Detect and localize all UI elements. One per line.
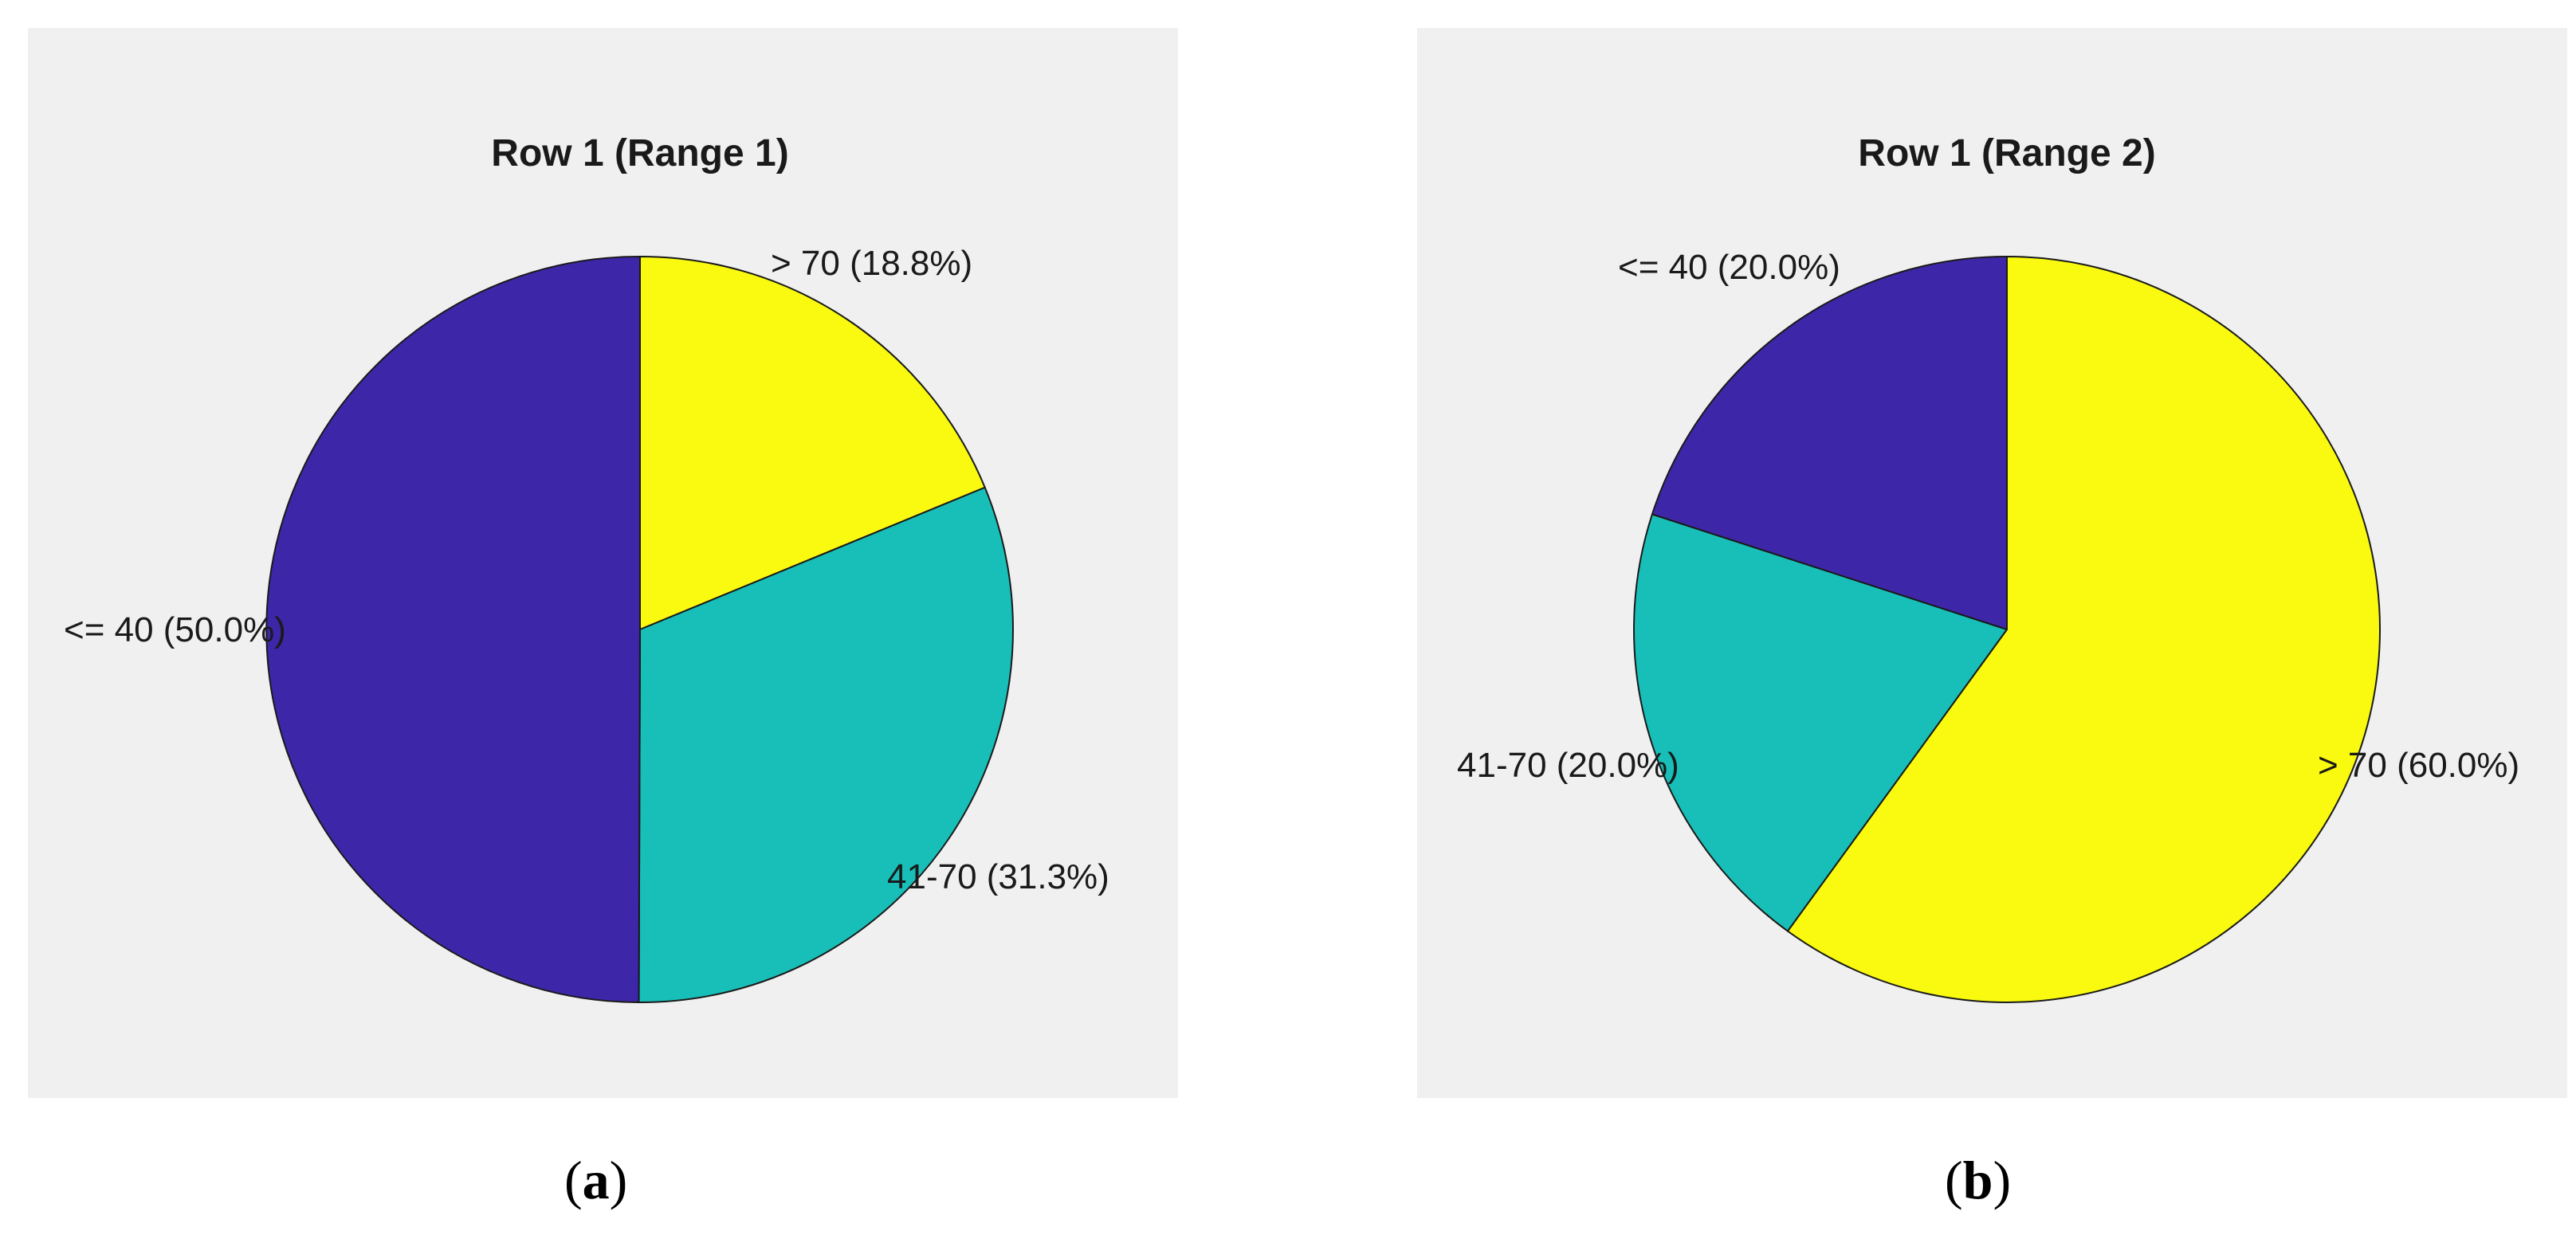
pie-slice-le-40-a (265, 256, 641, 1003)
slice-label-41-70-b: 41-70 (20.0%) (1457, 746, 1679, 785)
pie-slice-41-70-a (638, 486, 1014, 1004)
slice-label-le-40-a: <= 40 (50.0%) (64, 610, 286, 649)
pie-chart-b: Row 1 (Range 2) <= 40 (20.0%) 41-70 (20.0… (1417, 28, 2567, 1098)
panel-caption-b: (b) (1945, 1150, 2012, 1210)
slice-label-le-40-b: <= 40 (20.0%) (1618, 248, 1840, 287)
chart-title-a: Row 1 (Range 1) (491, 132, 788, 174)
pie-chart-b-svg: Row 1 (Range 2) <= 40 (20.0%) 41-70 (20.0… (1457, 132, 2519, 1003)
slice-label-41-70-a: 41-70 (31.3%) (887, 857, 1109, 896)
slice-label-gt-70-a: > 70 (18.8%) (771, 244, 972, 283)
pie-slice-gt-70-b (1786, 256, 2381, 1003)
pie-chart-a-svg: Row 1 (Range 1) <= 40 (50.0%) 41-70 (31.3… (64, 132, 1109, 1004)
pie-chart-a: Row 1 (Range 1) <= 40 (50.0%) 41-70 (31.3… (28, 28, 1178, 1098)
slice-label-gt-70-b: > 70 (60.0%) (2318, 746, 2519, 785)
panel-caption-a: (a) (564, 1150, 628, 1210)
chart-title-b: Row 1 (Range 2) (1858, 132, 2155, 174)
pie-slice-gt-70-a (639, 256, 986, 630)
pie-slice-le-40-b (1651, 256, 2008, 630)
pie-slice-41-70-b (1633, 513, 2008, 932)
